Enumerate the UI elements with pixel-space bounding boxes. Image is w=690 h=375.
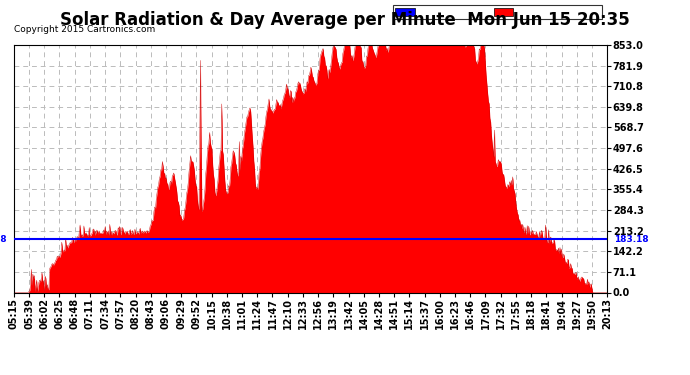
Text: 183.18: 183.18 bbox=[614, 235, 649, 244]
Text: 183.18: 183.18 bbox=[0, 235, 7, 244]
Legend: Median (w/m2), Radiation (w/m2): Median (w/m2), Radiation (w/m2) bbox=[393, 5, 602, 19]
Text: Copyright 2015 Cartronics.com: Copyright 2015 Cartronics.com bbox=[14, 25, 155, 34]
Text: Solar Radiation & Day Average per Minute  Mon Jun 15 20:35: Solar Radiation & Day Average per Minute… bbox=[60, 11, 630, 29]
